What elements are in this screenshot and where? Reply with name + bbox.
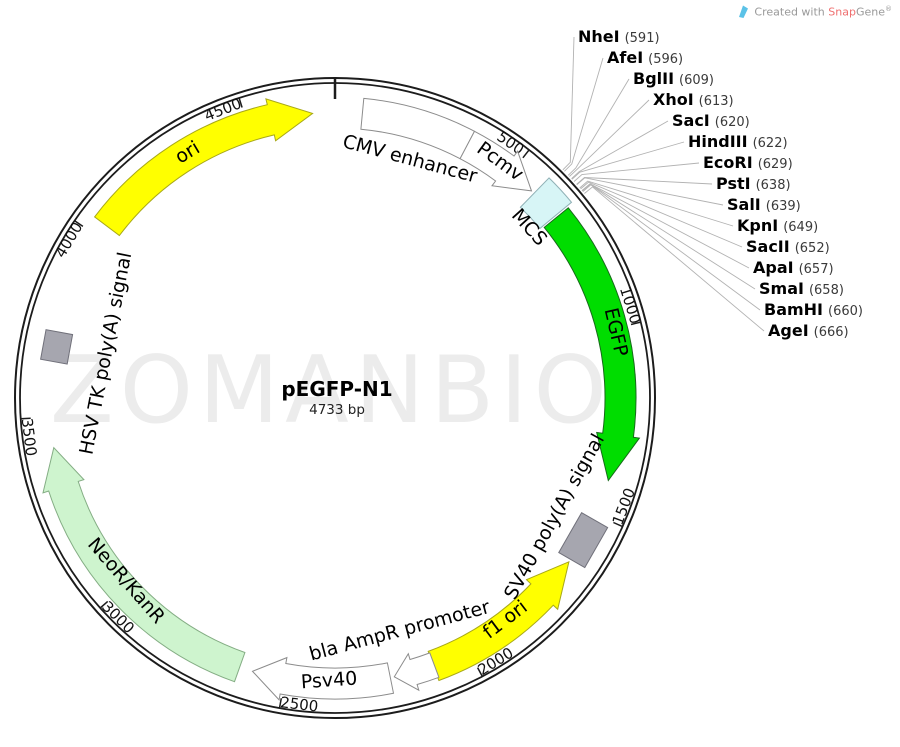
feature-sv40-polya (558, 512, 609, 569)
tick-label-1500: 1500 (609, 485, 639, 527)
site-position: (591) (624, 31, 660, 46)
site-leader-HindIII (571, 141, 685, 180)
site-name: NheI (578, 27, 620, 46)
site-leader-BglII (567, 78, 630, 176)
tick-3500 (20, 417, 31, 420)
site-leader-SacII (580, 181, 743, 248)
site-leader-SacI (571, 120, 669, 180)
site-leader-KpnI (579, 180, 734, 227)
site-name: SacI (672, 111, 710, 130)
feature-f1-ori (427, 560, 570, 682)
feature-psv40 (251, 656, 395, 701)
credit-prefix: Created with (754, 5, 825, 19)
site-name: BglII (633, 69, 675, 88)
site-leader-SmaI (581, 183, 756, 290)
tick-4500 (238, 97, 243, 108)
site-name: BamHI (764, 300, 824, 319)
tick-2500 (278, 698, 283, 709)
tick-3000 (99, 600, 109, 609)
plasmid-length: 4733 bp (309, 402, 365, 418)
feature-bla-ampr-promoter (393, 652, 440, 692)
site-row-ApaI: ApaI (657) (753, 258, 834, 280)
site-name: AfeI (607, 48, 644, 67)
tick-label-3500: 3500 (18, 417, 41, 457)
tick-2000 (476, 667, 483, 677)
site-position: (609) (679, 73, 715, 88)
site-row-XhoI: XhoI (613) (653, 90, 734, 112)
credit-snap: Snap (828, 5, 856, 19)
site-position: (666) (813, 325, 849, 340)
features-layer (40, 97, 641, 701)
site-position: (660) (828, 304, 863, 319)
feature-label-psv40: Psv40 (300, 667, 358, 693)
site-name: PstI (716, 174, 751, 193)
site-name: XhoI (653, 90, 694, 109)
site-position: (596) (648, 52, 684, 67)
site-leader-SalI (576, 177, 724, 206)
plasmid-name: pEGFP-N1 (281, 377, 393, 401)
feature-mcs (519, 177, 573, 230)
tick-4000 (74, 220, 84, 228)
plasmid-title-block: pEGFP-N1 4733 bp (281, 377, 392, 418)
site-position: (639) (765, 199, 801, 214)
feature-pcmv (459, 130, 533, 192)
feature-neor-kanr (42, 446, 246, 683)
site-leader-AgeI (584, 186, 765, 332)
credit-text: Created with SnapGene® (754, 5, 892, 19)
feature-ori (93, 98, 314, 237)
site-row-SmaI: SmaI (658) (759, 279, 844, 301)
feature-label-hsv-tk-polya: HSV TK poly(A) signal (75, 250, 136, 456)
credit-gene: Gene (855, 5, 885, 19)
credit-registered-mark: ® (885, 5, 892, 14)
site-row-AfeI: AfeI (596) (607, 48, 683, 70)
site-leader-BamHI (582, 184, 761, 311)
site-position: (638) (755, 178, 791, 193)
site-position: (658) (808, 283, 844, 298)
site-name: SacII (746, 237, 790, 256)
site-row-KpnI: KpnI (649) (737, 216, 818, 238)
site-leader-PstI (576, 177, 713, 185)
site-leader-NheI (562, 36, 575, 171)
tick-500 (522, 149, 530, 159)
site-row-SacI: SacI (620) (672, 111, 750, 133)
site-row-NheI: NheI (591) (578, 27, 660, 49)
site-row-HindIII: HindIII (622) (688, 132, 788, 154)
site-row-BamHI: BamHI (660) (764, 300, 863, 322)
site-row-BglII: BglII (609) (633, 69, 714, 91)
site-name: EcoRI (703, 153, 753, 172)
site-row-PstI: PstI (638) (716, 174, 791, 196)
site-row-AgeI: AgeI (666) (768, 321, 849, 343)
site-position: (622) (752, 136, 788, 151)
leader-lines-layer (562, 36, 765, 332)
site-position: (657) (798, 262, 834, 277)
site-row-SacII: SacII (652) (746, 237, 830, 259)
site-name: SmaI (759, 279, 804, 298)
site-name: SalI (727, 195, 761, 214)
site-name: AgeI (768, 321, 809, 340)
tick-1000 (630, 321, 641, 326)
tick-label-2500: 2500 (279, 693, 319, 715)
feature-hsv-tk-polya (40, 329, 74, 365)
snapgene-credit: Created with SnapGene® (738, 5, 892, 19)
site-leader-XhoI (569, 99, 650, 177)
site-position: (649) (783, 220, 819, 235)
site-position: (629) (757, 157, 793, 172)
site-position: (652) (794, 241, 830, 256)
feature-egfp (543, 207, 641, 482)
site-name: ApaI (753, 258, 794, 277)
site-name: HindIII (688, 132, 748, 151)
site-leader-EcoRI (573, 162, 700, 182)
site-row-SalI: SalI (639) (727, 195, 801, 217)
snapgene-logo-icon (739, 5, 749, 18)
watermark: ZOMANBIO (50, 336, 613, 444)
tick-1500 (613, 521, 623, 528)
site-position: (613) (698, 94, 734, 109)
site-leader-AfeI (564, 57, 604, 172)
site-name: KpnI (737, 216, 779, 235)
site-position: (620) (714, 115, 750, 130)
site-row-EcoRI: EcoRI (629) (703, 153, 793, 175)
